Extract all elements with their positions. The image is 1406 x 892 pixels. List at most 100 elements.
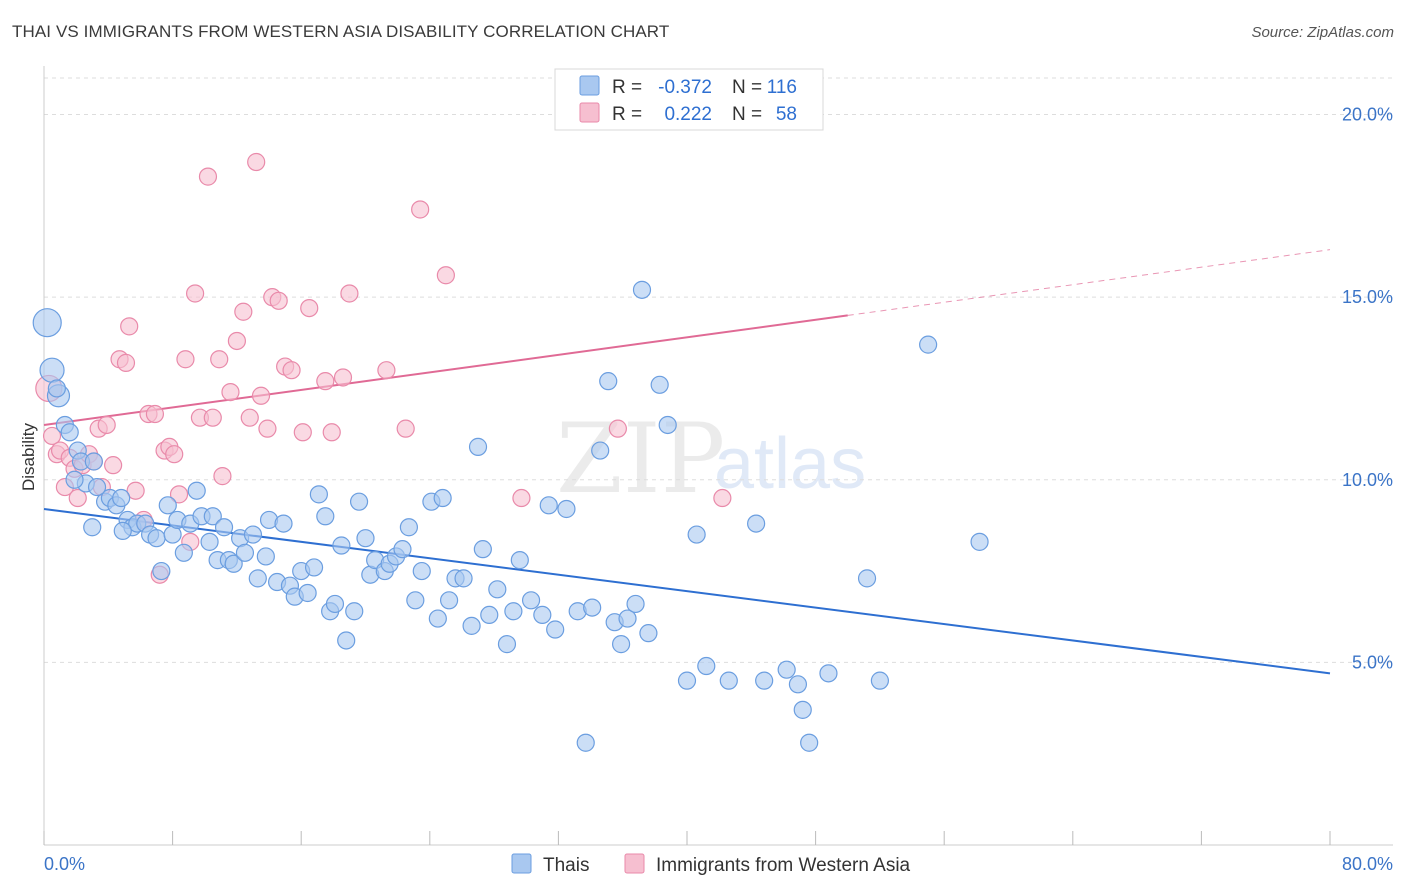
thais-point [337, 631, 356, 650]
thais-point [650, 375, 669, 394]
western-asia-point [227, 331, 246, 351]
legend-top: R = -0.372 N = 116 R = 0.222 N = 58 [554, 68, 824, 131]
thais-point [113, 521, 132, 540]
thais-point [819, 664, 838, 683]
thais-point [658, 415, 677, 435]
y-tick-label: 10.0% [1342, 470, 1393, 490]
thais-points [32, 280, 989, 752]
thais-point [473, 540, 492, 559]
western-asia-point [293, 423, 312, 442]
y-tick-label: 20.0% [1342, 105, 1393, 125]
y-tick-labels: 5.0% 10.0% 15.0% 20.0% [1342, 105, 1393, 673]
y-axis-title: Disability [19, 422, 38, 491]
legend-swatch-thais [511, 853, 532, 874]
western-asia-trend-extension [847, 249, 1331, 316]
thais-point [332, 536, 351, 555]
western-asia-point [120, 317, 139, 336]
thais-point [599, 372, 618, 391]
thais-point [298, 583, 317, 603]
western-asia-point [322, 423, 341, 442]
thais-point [83, 518, 102, 537]
thais-point [583, 598, 602, 617]
legend-r-value: 0.222 [664, 104, 712, 125]
western-asia-point [377, 361, 396, 380]
x-tick-label-max: 80.0% [1342, 854, 1393, 874]
thais-point [632, 280, 652, 299]
y-tick-label: 15.0% [1342, 287, 1393, 307]
thais-point [325, 594, 345, 614]
x-tick-label-min: 0.0% [44, 854, 85, 874]
thais-point [497, 635, 517, 654]
thais-point [428, 609, 447, 628]
thais-point [256, 547, 275, 566]
thais-point [158, 496, 177, 515]
legend-n-value: 58 [776, 104, 797, 125]
thais-point [576, 733, 595, 752]
thais-point [719, 671, 738, 690]
thais-point [521, 591, 541, 610]
thais-point [539, 496, 558, 515]
thais-point [65, 470, 84, 489]
western-asia-point [713, 488, 732, 508]
thais-point [399, 518, 419, 537]
western-asia-point [203, 408, 222, 427]
legend-r-label: R = [612, 77, 642, 98]
legend-r-label: R = [612, 104, 642, 125]
legend-label-thais: Thais [543, 855, 589, 876]
western-asia-point [234, 302, 253, 321]
y-tick-label: 5.0% [1352, 652, 1393, 672]
thais-point [919, 335, 938, 354]
western-asia-point [396, 419, 415, 438]
thais-point [87, 477, 107, 497]
legend-n-value: 116 [767, 77, 797, 98]
legend-label-western-asia: Immigrants from Western Asia [656, 855, 911, 876]
western-asia-point [116, 353, 136, 372]
thais-point [454, 569, 473, 588]
western-asia-point [512, 488, 531, 508]
thais-point [112, 488, 131, 508]
thais-point [84, 452, 103, 471]
western-asia-trend-line [43, 249, 1331, 426]
western-asia-point [104, 456, 123, 475]
thais-point [174, 543, 193, 562]
thais-point [618, 609, 637, 628]
thais-point [439, 591, 459, 610]
thais-point [187, 481, 206, 500]
thais-point [248, 569, 267, 588]
thais-point [200, 532, 219, 551]
western-asia-point [169, 485, 189, 504]
thais-point [793, 700, 812, 719]
thais-point [433, 488, 452, 508]
thais-point [243, 525, 263, 544]
thais-point [349, 492, 369, 511]
thais-point [316, 507, 335, 526]
thais-point [677, 671, 697, 690]
western-asia-point [269, 291, 288, 310]
thais-point [468, 437, 488, 456]
western-asia-point [258, 419, 277, 438]
thais-point [152, 561, 171, 581]
watermark: ZIP atlas [556, 403, 866, 515]
legend-bottom: Thais Immigrants from Western Asia [511, 853, 911, 876]
thais-point [356, 529, 375, 548]
western-asia-point [42, 426, 62, 446]
thais-point [32, 308, 62, 338]
western-asia-point [210, 350, 229, 369]
western-asia-point [333, 368, 353, 387]
thais-point [488, 580, 507, 599]
legend-r-value: -0.372 [658, 77, 712, 98]
thais-point [533, 605, 552, 625]
western-asia-point [316, 372, 335, 391]
thais-point [60, 423, 79, 442]
thais-point [639, 624, 658, 643]
watermark-zip: ZIP [556, 403, 725, 515]
thais-point [224, 554, 243, 573]
thais-point [203, 507, 222, 526]
thais-point [504, 602, 523, 621]
thais-point [755, 671, 774, 690]
thais-point [697, 656, 716, 676]
western-asia-point [68, 488, 87, 508]
source-credit: Source: ZipAtlas.com [1251, 24, 1394, 41]
western-asia-points [35, 152, 732, 584]
